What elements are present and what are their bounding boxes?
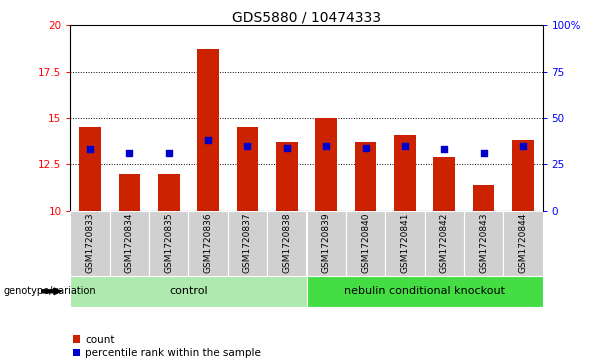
Bar	[70, 211, 110, 276]
Point	[164, 150, 173, 156]
Point	[440, 147, 449, 152]
Bar	[149, 211, 189, 276]
Point	[479, 150, 489, 156]
Text: GSM1720844: GSM1720844	[519, 212, 527, 273]
Bar	[315, 118, 337, 211]
Bar	[355, 142, 376, 211]
Bar	[110, 211, 149, 276]
Bar	[385, 211, 424, 276]
Bar	[228, 211, 267, 276]
Bar	[503, 211, 543, 276]
Point	[85, 147, 95, 152]
Text: GSM1720836: GSM1720836	[204, 212, 213, 273]
Text: GSM1720833: GSM1720833	[86, 212, 94, 273]
Bar	[276, 142, 298, 211]
Text: GSM1720841: GSM1720841	[400, 212, 409, 273]
Bar	[70, 276, 306, 307]
Bar	[119, 174, 140, 211]
Point	[282, 145, 292, 151]
Bar	[306, 276, 543, 307]
Bar	[197, 49, 219, 211]
Bar	[394, 135, 416, 211]
Point	[204, 137, 213, 143]
Text: GSM1720838: GSM1720838	[283, 212, 291, 273]
Point	[400, 143, 409, 149]
Bar	[473, 185, 494, 211]
Bar	[346, 211, 385, 276]
Bar	[267, 211, 306, 276]
Bar	[237, 127, 258, 211]
Point	[124, 150, 134, 156]
Bar	[424, 211, 464, 276]
Legend: count, percentile rank within the sample: count, percentile rank within the sample	[72, 335, 261, 358]
Point	[360, 145, 370, 151]
Bar	[433, 157, 455, 211]
Text: GSM1720843: GSM1720843	[479, 212, 488, 273]
Text: nebulin conditional knockout: nebulin conditional knockout	[344, 286, 505, 296]
Bar	[189, 211, 228, 276]
Point	[321, 143, 331, 149]
Bar	[512, 140, 534, 211]
Bar	[158, 174, 180, 211]
Bar	[464, 211, 503, 276]
Text: genotype/variation: genotype/variation	[3, 286, 96, 296]
Text: GSM1720839: GSM1720839	[322, 212, 330, 273]
Text: control: control	[169, 286, 208, 296]
Text: GSM1720834: GSM1720834	[125, 212, 134, 273]
Point	[518, 143, 528, 149]
Bar	[79, 127, 101, 211]
Text: GDS5880 / 10474333: GDS5880 / 10474333	[232, 11, 381, 25]
Text: GSM1720837: GSM1720837	[243, 212, 252, 273]
Point	[243, 143, 253, 149]
Text: GSM1720835: GSM1720835	[164, 212, 173, 273]
Bar	[306, 211, 346, 276]
Text: GSM1720842: GSM1720842	[440, 212, 449, 273]
Text: GSM1720840: GSM1720840	[361, 212, 370, 273]
